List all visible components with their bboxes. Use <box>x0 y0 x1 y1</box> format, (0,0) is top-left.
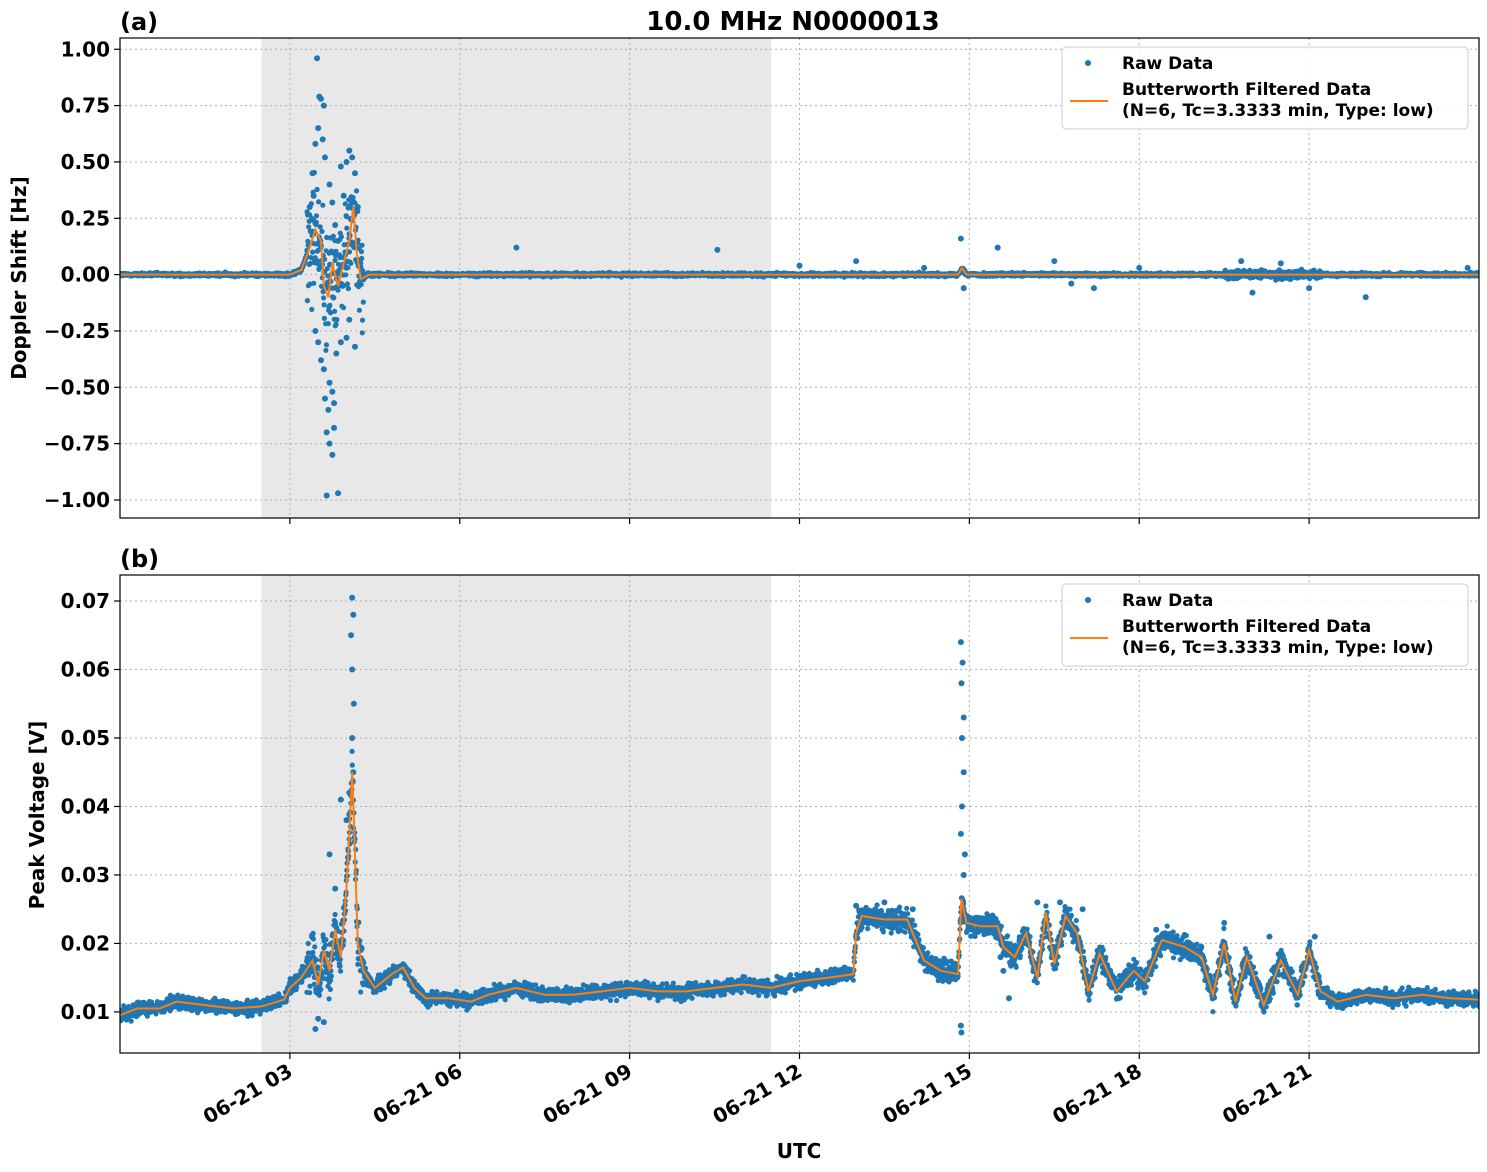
figure-title: 10.0 MHz N0000013 <box>646 7 939 37</box>
raw-data-point <box>314 186 320 193</box>
raw-data-point <box>334 317 340 323</box>
raw-data-point <box>315 258 321 265</box>
raw-data-point <box>338 234 344 240</box>
raw-data-point <box>323 342 330 348</box>
raw-data-point <box>353 188 360 194</box>
raw-data-point <box>322 256 328 262</box>
raw-data-point <box>323 347 329 353</box>
raw-data-point <box>356 307 362 313</box>
raw-data-point <box>344 225 350 231</box>
raw-data-point <box>316 199 322 205</box>
panel-a-ylabel: Doppler Shift [Hz] <box>7 176 31 380</box>
raw-data-point <box>358 249 365 255</box>
panel-a-label: (a) <box>120 8 158 36</box>
raw-data-point <box>331 294 337 301</box>
raw-data-point <box>330 233 336 239</box>
raw-data-point <box>359 330 365 336</box>
raw-data-point <box>325 321 331 327</box>
raw-data-point <box>332 257 338 263</box>
raw-data-point <box>325 273 331 279</box>
raw-data-point <box>346 249 353 255</box>
raw-data-point <box>333 248 339 254</box>
raw-data-point <box>304 298 310 304</box>
raw-data-point <box>359 255 365 261</box>
raw-data-point <box>321 302 327 308</box>
raw-data-point <box>345 265 351 271</box>
raw-data-point <box>359 317 366 323</box>
raw-data-point <box>321 295 327 301</box>
raw-data-point <box>358 281 364 288</box>
raw-data-point <box>317 224 323 230</box>
raw-data-point <box>333 321 339 327</box>
raw-data-point <box>342 201 348 207</box>
raw-data-point <box>332 308 338 314</box>
raw-data-point <box>359 242 365 248</box>
raw-data-point <box>344 214 350 220</box>
raw-data-point <box>355 208 361 214</box>
raw-data-point <box>344 281 350 287</box>
raw-data-point <box>327 302 333 308</box>
raw-data-point <box>320 202 326 208</box>
panel-a: (a) Doppler Shift [Hz] 1.000.750.500.250… <box>7 8 1480 524</box>
raw-data-point <box>350 194 356 201</box>
raw-data-point <box>321 315 327 321</box>
raw-data-point <box>333 253 339 259</box>
plot-area <box>120 38 1479 518</box>
raw-data-point <box>308 255 314 261</box>
raw-data-point <box>340 305 347 311</box>
raw-data-point <box>309 306 315 312</box>
raw-data-point <box>305 238 311 244</box>
raw-data-point <box>319 228 325 234</box>
raw-data-point <box>348 260 354 266</box>
raw-data-point <box>306 224 312 230</box>
raw-data-point <box>360 299 366 305</box>
raw-data-point <box>328 310 334 316</box>
raw-data-point <box>310 249 316 255</box>
raw-data-point <box>352 200 358 206</box>
raw-data-point <box>324 266 330 272</box>
raw-data-point <box>345 286 351 292</box>
raw-data-point <box>335 287 341 293</box>
raw-data-point <box>313 219 319 225</box>
raw-data-point <box>311 280 317 286</box>
raw-data-point <box>313 213 320 219</box>
raw-data-point <box>343 272 349 278</box>
